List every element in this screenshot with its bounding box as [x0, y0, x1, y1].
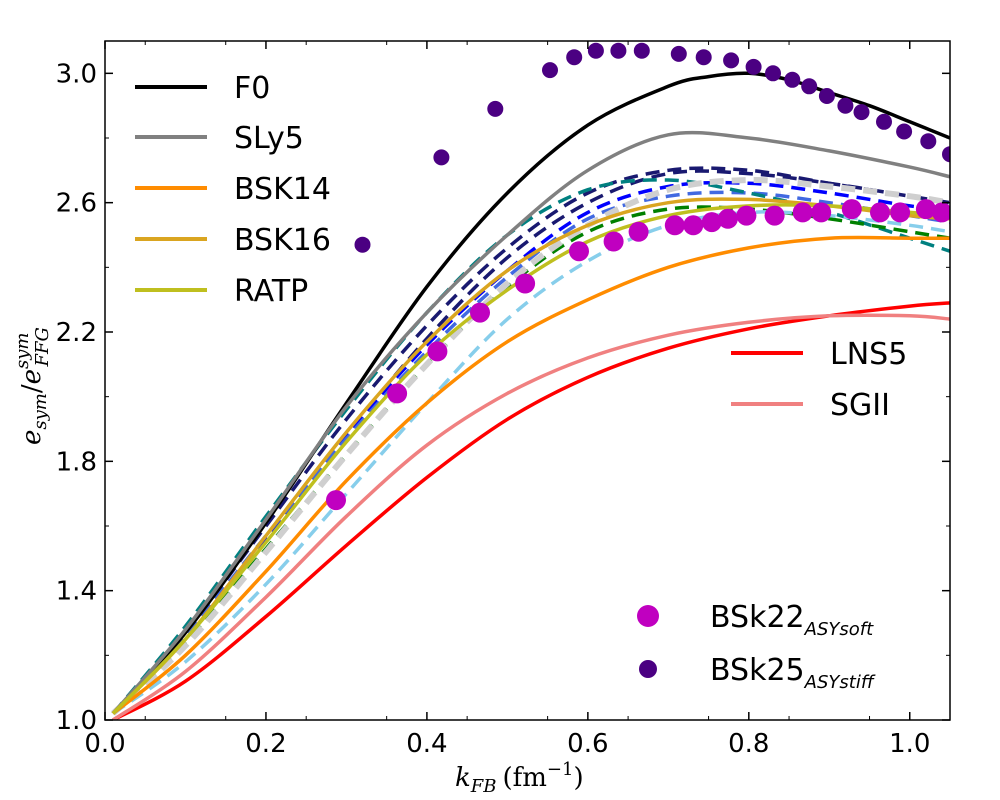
legend-label-BSk25: BSk25ASYstiff [710, 653, 876, 693]
point-BSk22 [915, 199, 936, 220]
point-BSk25 [695, 49, 712, 66]
point-BSk25 [853, 104, 870, 121]
point-BSk22 [764, 205, 785, 226]
x-axis-label: kFB (fm−1) [455, 759, 584, 797]
series-SLy5 [111, 130, 950, 715]
point-BSk22 [326, 490, 346, 511]
point-BSk25 [818, 88, 835, 104]
point-BSk25 [354, 236, 371, 253]
point-BSk25 [745, 58, 762, 75]
legend-label-RATP: RATP [234, 274, 308, 309]
x-tick-label: 1.0 [889, 729, 930, 759]
point-BSk25 [876, 113, 892, 130]
series-dashed-lightgray [110, 176, 950, 716]
legend-right: LNS5 SGII [731, 337, 907, 423]
point-BSk22 [792, 202, 813, 223]
legend-label-SLy5: SLy5 [234, 121, 304, 156]
x-tick-label: 0.6 [567, 729, 608, 759]
point-BSk25 [837, 97, 854, 114]
point-BSk25 [784, 71, 801, 88]
point-BSk25 [610, 42, 627, 59]
point-BSk22 [569, 241, 589, 262]
point-BSk22 [870, 202, 890, 223]
point-BSk22 [701, 212, 722, 233]
point-BSk22 [841, 199, 862, 220]
plot-frame [104, 40, 951, 721]
y-tick-label: 3.0 [56, 59, 97, 89]
point-BSk22 [932, 202, 950, 223]
point-BSk25 [542, 62, 558, 79]
point-BSk22 [736, 205, 757, 226]
x-tick-label: 0.4 [406, 729, 447, 759]
y-tick-label: 1.8 [56, 447, 97, 477]
legend-label-SGII: SGII [830, 388, 890, 423]
point-BSk25 [896, 123, 913, 140]
point-BSk22 [515, 273, 536, 294]
tick-layer: 0.0 0.2 0.4 0.6 0.8 1.0 1.0 1.4 1.8 2.2 2.6 3.0 [56, 41, 951, 759]
point-BSk22 [683, 215, 704, 236]
point-BSk22 [603, 231, 624, 252]
legend-marker-BSk22 [637, 605, 659, 627]
point-BSk25 [765, 65, 781, 82]
series-BSK14 [111, 235, 950, 715]
point-BSk25 [487, 100, 504, 117]
legend-label-LNS5: LNS5 [830, 337, 907, 372]
y-tick-label: 1.4 [56, 577, 97, 607]
point-BSk22 [470, 302, 490, 323]
x-tick-label: 0.0 [84, 729, 125, 759]
y-tick-label: 2.6 [56, 189, 97, 219]
point-BSk22 [811, 202, 832, 223]
legend-label-BSK16: BSK16 [234, 223, 331, 258]
point-BSk25 [566, 49, 583, 66]
x-tick-label: 0.2 [245, 729, 286, 759]
point-BSk25 [433, 149, 450, 166]
point-BSk25 [942, 146, 950, 163]
point-BSk22 [427, 341, 448, 362]
point-BSk25 [587, 42, 604, 59]
point-BSk25 [723, 52, 740, 69]
legend-label-F0: F0 [234, 71, 270, 106]
legend-top-left: F0 SLy5 BSK14 BSK16 RATP [135, 71, 331, 309]
y-tick-label: 1.0 [56, 706, 97, 736]
point-BSk22 [664, 215, 685, 236]
point-BSk22 [628, 221, 649, 242]
point-BSk22 [387, 383, 408, 404]
x-tick-label: 0.8 [728, 729, 769, 759]
scatter-layer [326, 42, 950, 511]
series-F0 [111, 71, 950, 715]
point-BSk25 [920, 133, 937, 150]
y-axis-label: esym/esymFFG [12, 327, 53, 445]
series-SGII [112, 313, 950, 720]
point-BSk22 [717, 208, 738, 229]
point-BSk25 [633, 42, 650, 59]
y-tick-label: 2.2 [56, 318, 97, 348]
point-BSk25 [801, 78, 818, 95]
legend-marker-BSk25 [639, 660, 657, 678]
legend-bottom-right: BSk22ASYsoft BSk25ASYstiff [637, 600, 876, 693]
point-BSk22 [890, 202, 911, 223]
legend-label-BSK14: BSK14 [234, 172, 331, 207]
legend-label-BSk22: BSk22ASYsoft [710, 600, 874, 640]
point-BSk25 [670, 45, 687, 62]
